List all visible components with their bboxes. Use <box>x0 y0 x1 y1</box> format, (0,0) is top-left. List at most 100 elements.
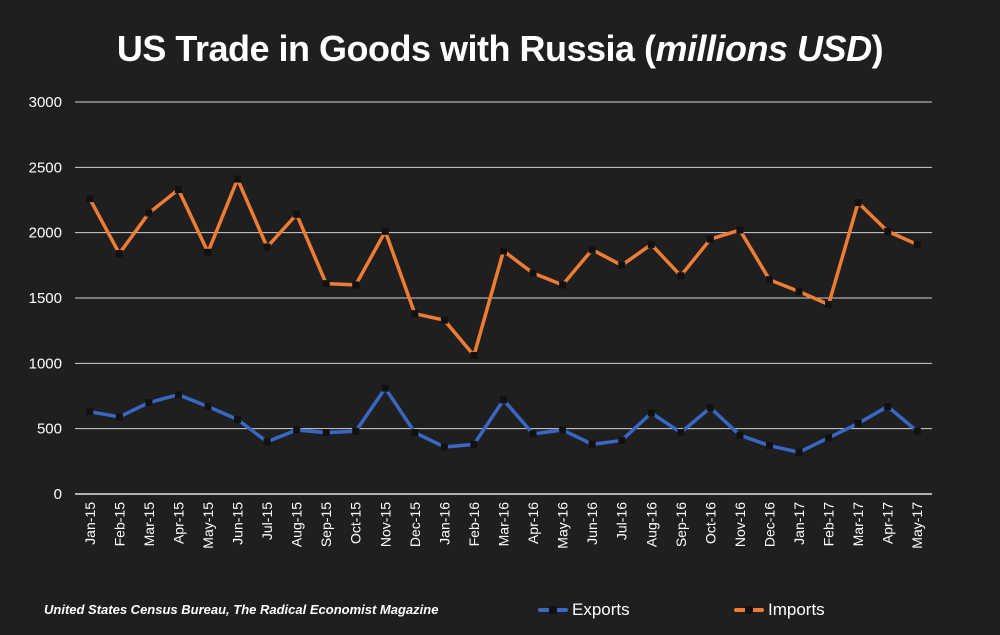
data-point-exports <box>381 384 389 392</box>
data-point-exports <box>86 408 94 416</box>
x-tick-label: Sep-15 <box>318 502 334 547</box>
data-point-exports <box>618 436 626 444</box>
data-point-imports <box>647 240 655 248</box>
y-tick-label: 1500 <box>29 290 62 307</box>
x-tick-label: May-17 <box>909 502 925 549</box>
x-tick-label: Dec-15 <box>407 502 423 547</box>
legend-marker-icon <box>549 606 557 614</box>
legend-marker-icon <box>745 606 753 614</box>
data-point-exports <box>825 434 833 442</box>
data-point-exports <box>913 427 921 435</box>
x-tick-label: Jun-16 <box>584 502 600 545</box>
x-tick-label: Apr-16 <box>525 502 541 544</box>
x-tick-label: Mar-16 <box>496 502 512 547</box>
data-point-exports <box>115 413 123 421</box>
data-point-imports <box>795 287 803 295</box>
y-tick-labels: 0 500 1000 1500 2000 2500 3000 <box>29 94 62 503</box>
legend-swatch-exports <box>538 606 568 614</box>
data-point-exports <box>204 402 212 410</box>
data-point-exports <box>263 438 271 446</box>
x-tick-label: Mar-17 <box>850 502 866 547</box>
data-point-exports <box>411 429 419 437</box>
data-point-imports <box>263 243 271 251</box>
data-point-exports <box>529 430 537 438</box>
chart-title-text: US Trade in Goods with Russia <box>116 28 635 69</box>
x-tick-label: May-15 <box>200 502 216 549</box>
x-tick-label: Aug-15 <box>289 502 305 547</box>
data-point-imports <box>884 227 892 235</box>
y-tick-label: 2000 <box>29 225 62 242</box>
series-exports <box>86 384 921 456</box>
data-point-exports <box>884 402 892 410</box>
data-point-imports <box>854 199 862 207</box>
data-point-imports <box>322 280 330 288</box>
chart-title-unit: millions USD <box>655 28 873 69</box>
x-tick-label: Nov-15 <box>377 502 393 547</box>
x-tick-label: Jan-16 <box>436 502 452 545</box>
x-tick-label: Apr-17 <box>880 502 896 544</box>
data-point-exports <box>795 448 803 456</box>
x-tick-label: Sep-16 <box>673 502 689 547</box>
x-tick-label: Jun-15 <box>230 502 246 545</box>
x-tick-label: Dec-16 <box>761 502 777 547</box>
data-point-imports <box>174 186 182 194</box>
x-tick-label: Feb-16 <box>466 502 482 547</box>
data-point-imports <box>825 301 833 309</box>
grid-layer <box>75 101 932 495</box>
y-tick-label: 2500 <box>29 159 62 176</box>
chart-title: US Trade in Goods with Russia (millions … <box>0 28 1000 70</box>
legend-label-imports: Imports <box>768 600 825 619</box>
data-point-imports <box>529 269 537 277</box>
data-point-imports <box>411 310 419 318</box>
data-point-imports <box>145 209 153 217</box>
data-point-exports <box>706 404 714 412</box>
data-point-imports <box>706 235 714 243</box>
data-point-exports <box>588 440 596 448</box>
y-tick-label: 500 <box>37 421 62 438</box>
x-tick-label: Apr-15 <box>170 502 186 544</box>
x-tick-label: Oct-16 <box>702 502 718 544</box>
data-point-imports <box>293 210 301 218</box>
data-point-exports <box>765 442 773 450</box>
legend-item-exports: Exports <box>538 600 630 620</box>
x-tick-label: Feb-15 <box>111 502 127 547</box>
data-point-exports <box>293 426 301 434</box>
data-point-imports <box>470 351 478 359</box>
series-line-imports <box>88 177 918 358</box>
x-tick-label: Nov-16 <box>732 502 748 547</box>
legend-label-exports: Exports <box>572 600 630 619</box>
data-point-imports <box>234 175 242 183</box>
data-point-imports <box>115 250 123 258</box>
data-point-exports <box>500 396 507 404</box>
data-point-imports <box>204 248 212 256</box>
x-tick-label: Jan-17 <box>791 502 807 545</box>
data-point-exports <box>854 419 862 427</box>
x-tick-label: Aug-16 <box>643 502 659 547</box>
x-tick-label: Jan-15 <box>82 502 98 545</box>
data-point-exports <box>559 426 567 434</box>
source-note: United States Census Bureau, The Radical… <box>44 602 439 617</box>
data-point-imports <box>618 261 626 269</box>
y-tick-label: 0 <box>54 486 62 503</box>
y-tick-label: 3000 <box>29 94 62 111</box>
data-point-imports <box>440 316 448 324</box>
data-point-imports <box>381 227 389 235</box>
legend-item-imports: Imports <box>734 600 825 620</box>
data-point-exports <box>322 429 330 437</box>
data-point-exports <box>145 399 153 407</box>
data-point-exports <box>352 427 360 435</box>
data-point-exports <box>234 416 242 424</box>
data-point-imports <box>86 195 94 203</box>
data-point-imports <box>765 276 773 284</box>
x-tick-label: Oct-15 <box>348 502 364 544</box>
series-layer <box>86 175 921 456</box>
data-point-exports <box>440 443 448 451</box>
data-point-exports <box>647 409 655 417</box>
x-tick-label: Jul-16 <box>614 502 630 540</box>
y-tick-label: 1000 <box>29 355 62 372</box>
x-tick-label: Jul-15 <box>259 502 275 540</box>
data-point-imports <box>500 247 507 255</box>
data-point-exports <box>677 429 685 437</box>
data-point-exports <box>470 440 478 448</box>
